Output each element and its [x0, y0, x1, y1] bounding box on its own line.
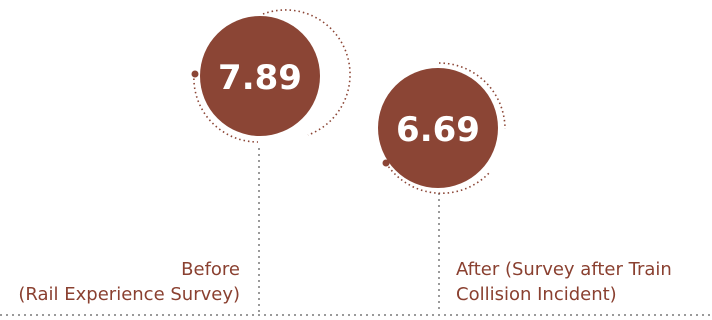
bubble-before-label-line-1: Before — [181, 259, 240, 280]
bubble-before-circle — [200, 16, 320, 136]
bubble-after-arc — [385, 162, 491, 195]
bubble-before-accent-dot — [191, 70, 199, 78]
bubble-before-arc — [193, 73, 259, 143]
bubble-after-accent-dot — [382, 159, 390, 167]
bubble-after-label-line-2: Collision Incident) — [456, 284, 617, 305]
bubble-before: 7.89 Before (Rail Experience Survey) — [18, 9, 351, 312]
bubble-after-circle — [378, 68, 498, 188]
bubble-before-value: 7.89 — [218, 58, 302, 98]
bubble-after-arc — [438, 62, 506, 130]
bubble-before-label-line-2: (Rail Experience Survey) — [18, 284, 240, 305]
bubble-after-value: 6.69 — [396, 110, 480, 150]
bubble-after-label-line-1: After (Survey after Train — [456, 259, 672, 280]
bubble-after: 6.69 After (Survey after Train Collision… — [378, 62, 672, 312]
